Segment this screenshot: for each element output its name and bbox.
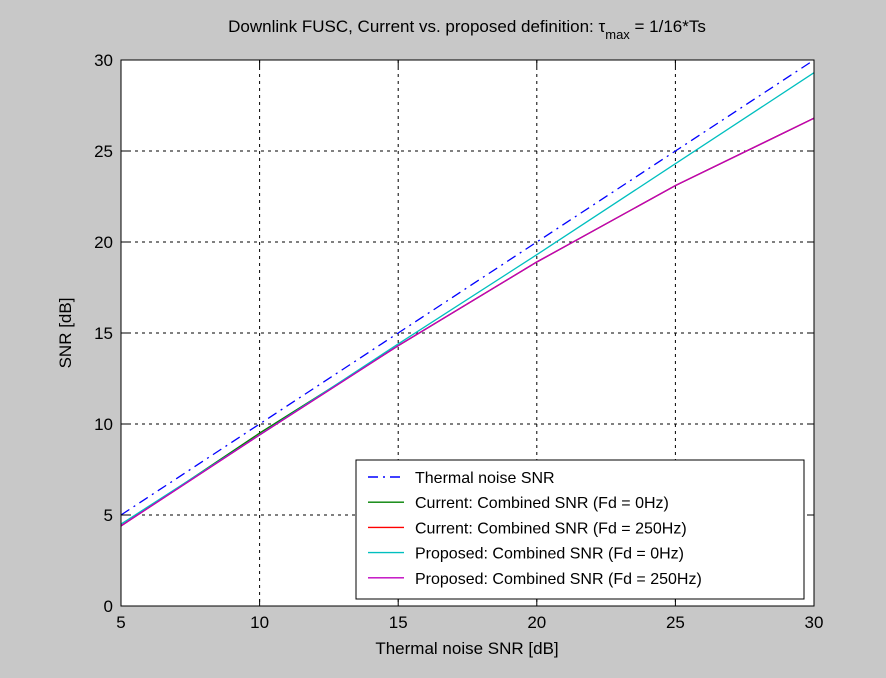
chart-title-symbol: τ [599, 17, 606, 36]
x-tick-label: 5 [116, 613, 125, 632]
series-group [120, 59, 815, 527]
y-tick-label: 15 [94, 324, 113, 343]
x-tick-label: 25 [666, 613, 685, 632]
x-tick-label: 10 [250, 613, 269, 632]
legend-entry-3: Current: Combined SNR (Fd = 250Hz) [415, 520, 687, 537]
x-tick-label: 15 [389, 613, 408, 632]
chart-title-subscript: max [605, 27, 630, 42]
chart-title-rest: = 1/16*Ts [630, 17, 706, 36]
legend-box [355, 459, 805, 600]
chart-title: Downlink FUSC, Current vs. proposed defi… [228, 17, 706, 42]
legend: Thermal noise SNR Current: Combined SNR (… [355, 459, 805, 600]
y-tick-label: 20 [94, 233, 113, 252]
legend-entry-4: Proposed: Combined SNR (Fd = 0Hz) [415, 546, 684, 563]
series-line-1 [120, 59, 815, 516]
y-tick-label: 5 [104, 506, 113, 525]
y-tick-label: 25 [94, 142, 113, 161]
y-tick-label: 30 [94, 51, 113, 70]
chart-title-main: Downlink FUSC, Current vs. proposed defi… [228, 17, 598, 36]
y-tick-label: 10 [94, 415, 113, 434]
x-tick-label: 20 [527, 613, 546, 632]
legend-entry-2: Current: Combined SNR (Fd = 0Hz) [415, 495, 669, 512]
y-tick-label: 0 [104, 597, 113, 616]
ticks [120, 59, 815, 607]
legend-entry-5: Proposed: Combined SNR (Fd = 250Hz) [415, 571, 702, 588]
y-axis-label: SNR [dB] [56, 298, 75, 369]
series-line-5 [120, 117, 815, 527]
legend-entry-1: Thermal noise SNR [415, 470, 555, 487]
x-tick-label: 30 [805, 613, 824, 632]
x-axis-label: Thermal noise SNR [dB] [375, 639, 558, 658]
